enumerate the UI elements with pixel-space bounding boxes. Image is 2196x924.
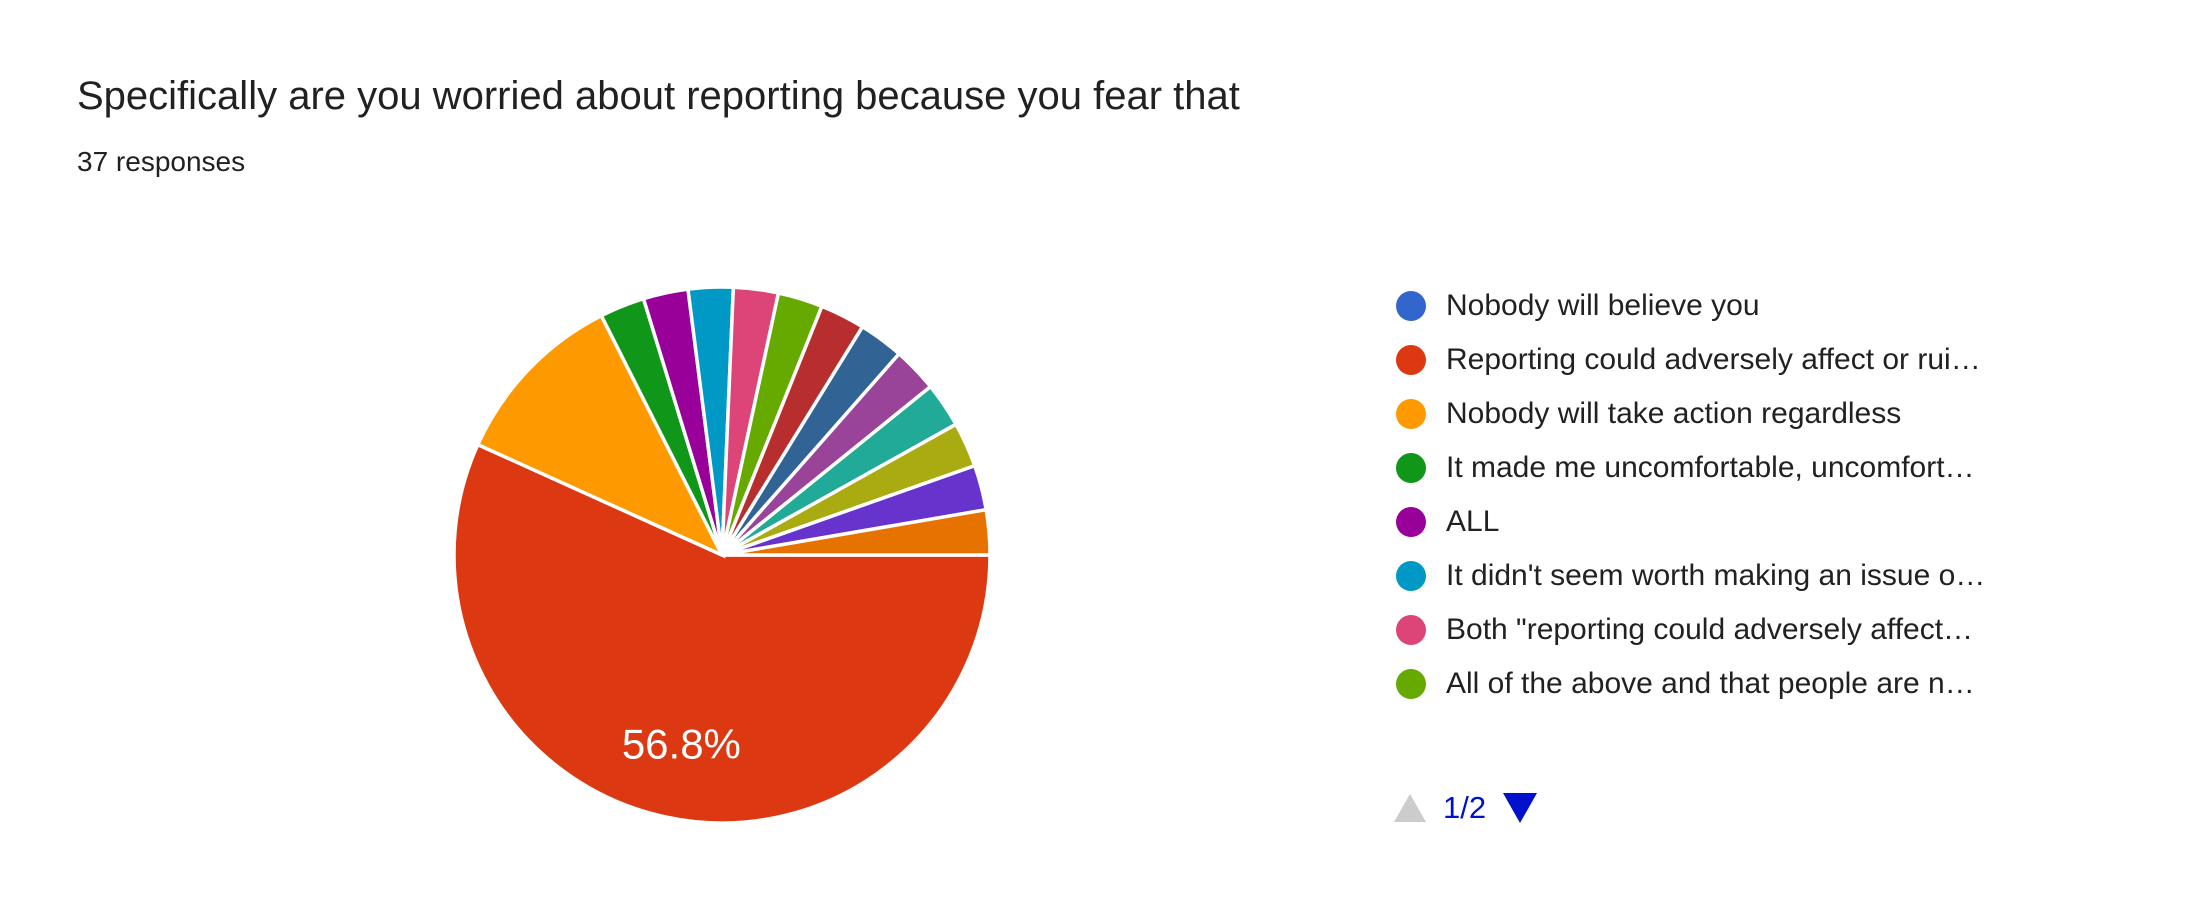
legend-item-label: Nobody will take action regardless <box>1446 396 1902 430</box>
legend-item-label: Nobody will believe you <box>1446 288 1760 322</box>
responses-count: 37 responses <box>77 146 246 177</box>
pie-slice[interactable] <box>721 507 992 557</box>
pie-slice-percentage-label: 56.8% <box>622 720 741 767</box>
legend-page-down-icon[interactable] <box>1503 793 1538 823</box>
legend-item: Nobody will believe you <box>1396 288 1985 322</box>
legend-item: It made me uncomfortable, uncomfort… <box>1396 450 1985 484</box>
pie-chart[interactable]: 56.8% <box>422 255 1022 855</box>
legend-color-dot-icon <box>1396 290 1426 321</box>
legend-item: ALL <box>1396 504 1985 538</box>
legend-color-dot-icon <box>1396 506 1426 537</box>
legend-color-dot-icon <box>1396 614 1426 645</box>
legend-color-dot-icon <box>1396 560 1426 591</box>
legend-page-indicator: 1/2 <box>1443 790 1487 825</box>
legend-pagination: 1/2 <box>1394 790 1538 826</box>
pie-slice[interactable] <box>475 313 726 559</box>
legend-color-dot-icon <box>1396 344 1426 375</box>
legend-item-label: Both "reporting could adversely affect… <box>1446 612 1974 646</box>
legend-item: Both "reporting could adversely affect… <box>1396 612 1985 646</box>
legend-item-label: It made me uncomfortable, uncomfort… <box>1446 450 1975 484</box>
legend-item-label: ALL <box>1446 504 1500 538</box>
legend-item: Reporting could adversely affect or rui… <box>1396 342 1985 376</box>
legend-color-dot-icon <box>1396 452 1426 483</box>
question-title: Specifically are you worried about repor… <box>77 74 1240 118</box>
legend-item: All of the above and that people are n… <box>1396 666 1985 700</box>
legend-item-label: All of the above and that people are n… <box>1446 666 1975 700</box>
legend-page-up-icon[interactable] <box>1394 794 1426 822</box>
legend-color-dot-icon <box>1396 398 1426 429</box>
legend-color-dot-icon <box>1396 668 1426 699</box>
legend-item: It didn't seem worth making an issue o… <box>1396 558 1986 592</box>
pie-slice[interactable] <box>452 442 992 825</box>
legend-item-label: It didn't seem worth making an issue o… <box>1446 558 1986 592</box>
legend: Nobody will believe you Reporting could a… <box>1396 288 1986 700</box>
legend-item: Nobody will take action regardless <box>1396 396 1985 430</box>
legend-item-label: Reporting could adversely affect or rui… <box>1446 342 1981 376</box>
